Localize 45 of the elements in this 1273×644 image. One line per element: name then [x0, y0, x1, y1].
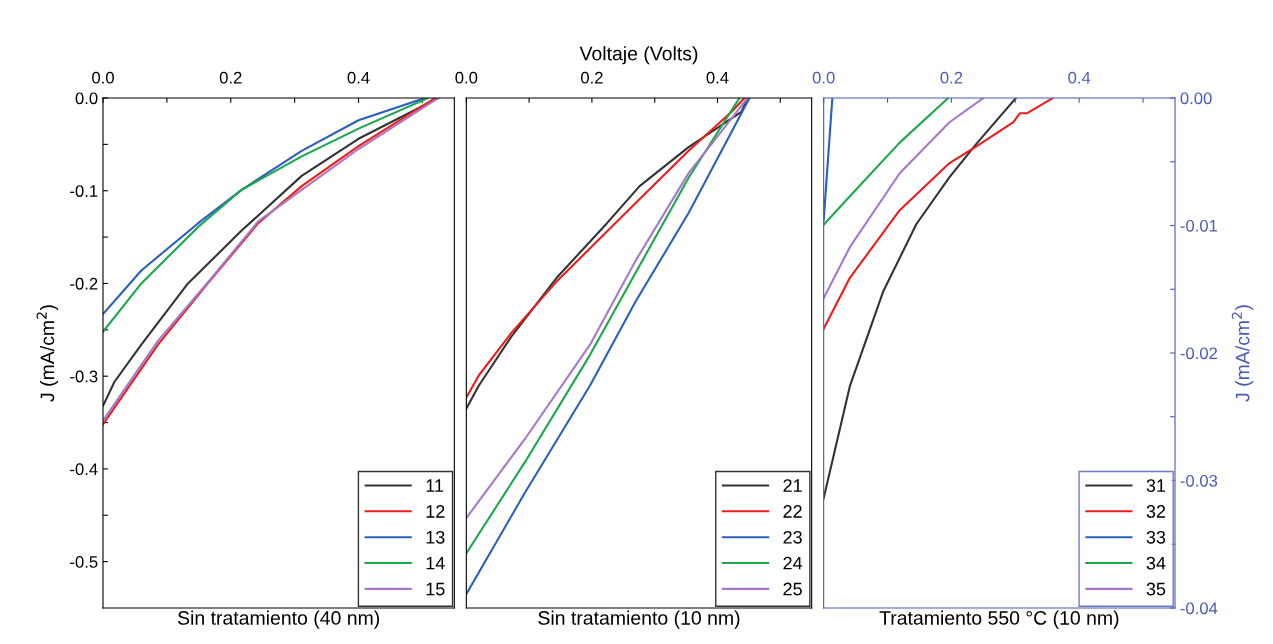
y2-tick-label: -0.04: [1180, 602, 1218, 615]
legend-label: 33: [1146, 530, 1166, 544]
text: Sin tratamiento (10 nm): [538, 610, 740, 629]
legend-label: 13: [426, 530, 445, 544]
x-tick-label: 0.4: [1068, 71, 1091, 84]
y-tick-label: -0.5: [70, 556, 98, 568]
y2-axis-title: J (mA/cm$^{2}$): [1231, 305, 1254, 402]
line-series: [823, 98, 1017, 500]
x-axis-title: Voltaje (Volts): [579, 46, 698, 65]
line-series: [823, 98, 950, 226]
y-tick-label: -0.4: [70, 463, 98, 476]
legend-label: 15: [426, 582, 445, 596]
legend-label: 11: [426, 479, 444, 492]
legend-label: 23: [783, 530, 802, 544]
line-series: [823, 98, 985, 300]
legend-label: 21: [783, 479, 802, 492]
x-tick-label: 0.4: [347, 71, 370, 84]
legend-label: 25: [783, 582, 802, 596]
legend-label: 22: [783, 505, 802, 518]
y-tick-label: -0.2: [70, 277, 98, 290]
y-tick-label: 0.0: [75, 92, 98, 105]
x-tick-label: 0.2: [219, 71, 242, 84]
x-tick-label: 0.2: [940, 71, 963, 84]
text: Sin tratamiento (40 nm): [177, 610, 380, 629]
x-tick-label: 0.4: [706, 71, 729, 84]
legend-label: 32: [1146, 505, 1166, 518]
text: Tratamiento 550 °C (10 nm): [879, 610, 1119, 629]
y-tick-label: -0.3: [70, 370, 98, 383]
legend-label: 31: [1146, 479, 1166, 492]
x-tick-label: 0.2: [580, 71, 603, 84]
x-tick-label: 0.0: [455, 71, 478, 84]
y2-tick-label: -0.02: [1180, 347, 1218, 360]
legend-label: 14: [426, 556, 445, 570]
y2-tick-label: 0.00: [1180, 92, 1212, 105]
legend-label: 24: [783, 556, 803, 570]
x-tick-label: 0.0: [92, 71, 114, 84]
legend-label: 35: [1146, 582, 1166, 596]
y2-tick-label: -0.01: [1180, 219, 1218, 232]
legend-label: 34: [1146, 556, 1166, 570]
y-tick-label: -0.1: [70, 185, 98, 197]
y-axis-title: J (mA/cm$^{2}$): [36, 305, 59, 402]
line-series: [823, 98, 1055, 330]
x-tick-label: 0.0: [812, 71, 835, 84]
y2-tick-label: -0.03: [1180, 474, 1218, 487]
legend-label: 12: [426, 505, 445, 518]
